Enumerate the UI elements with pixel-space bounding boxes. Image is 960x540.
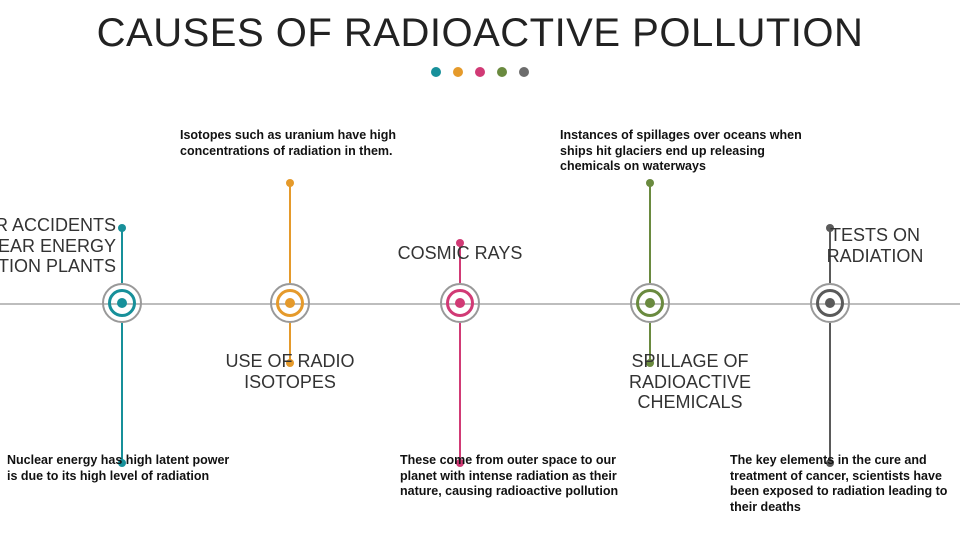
- node-description: The key elements in the cure and treatme…: [730, 453, 960, 516]
- stem-end-dot: [118, 224, 126, 232]
- node-inner-ring: [636, 289, 664, 317]
- node-description: Instances of spillages over oceans when …: [560, 128, 810, 175]
- timeline-node: [270, 283, 310, 323]
- connector-stem: [829, 323, 831, 463]
- page-title: CAUSES OF RADIOACTIVE POLLUTION: [0, 12, 960, 54]
- title-dot-row: [431, 67, 529, 77]
- node-description: These come from outer space to our plane…: [400, 453, 650, 500]
- node-description: Isotopes such as uranium have high conce…: [180, 128, 400, 159]
- timeline-node: [102, 283, 142, 323]
- timeline-node: [630, 283, 670, 323]
- timeline-node: [810, 283, 850, 323]
- node-heading: COSMIC RAYS: [370, 243, 550, 264]
- title-dot: [519, 67, 529, 77]
- node-heading: SPILLAGE OF RADIOACTIVE CHEMICALS: [590, 351, 790, 413]
- node-inner-ring: [446, 289, 474, 317]
- title-dot: [431, 67, 441, 77]
- stem-end-dot: [286, 179, 294, 187]
- connector-stem: [121, 323, 123, 463]
- node-heading: TESTS ON RADIATION: [800, 225, 950, 266]
- node-inner-ring: [276, 289, 304, 317]
- connector-stem: [459, 323, 461, 463]
- node-inner-ring: [108, 289, 136, 317]
- node-heading: NUCLEAR ACCIDENTS FROM NUCLEAR ENERGY GE…: [0, 215, 116, 277]
- node-heading: USE OF RADIO ISOTOPES: [205, 351, 375, 392]
- node-description: Nuclear energy has high latent power is …: [7, 453, 237, 484]
- node-inner-ring: [816, 289, 844, 317]
- connector-stem: [289, 183, 291, 283]
- connector-stem: [649, 183, 651, 283]
- stem-end-dot: [646, 179, 654, 187]
- title-dot: [475, 67, 485, 77]
- timeline-node: [440, 283, 480, 323]
- connector-stem: [121, 228, 123, 283]
- title-dot: [497, 67, 507, 77]
- title-dot: [453, 67, 463, 77]
